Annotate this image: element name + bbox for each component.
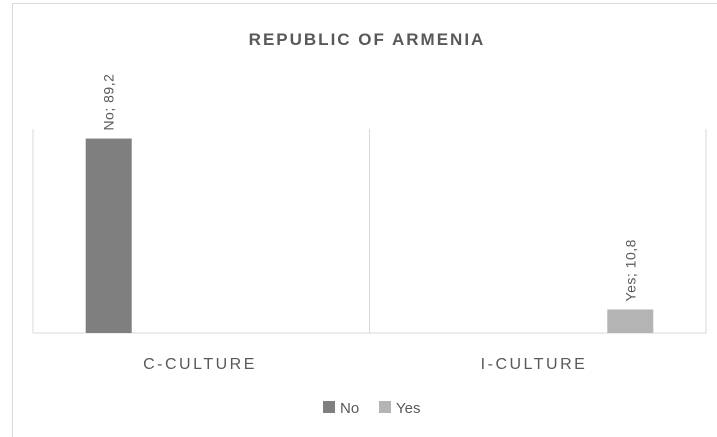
legend: No Yes	[323, 400, 420, 417]
data-label-yes: Yes; 10,8	[622, 239, 638, 301]
bar-yes-i-culture	[607, 309, 654, 333]
data-label-no: No; 89,2	[101, 74, 117, 131]
legend-swatch-no	[323, 401, 335, 413]
bar-no-c-culture	[85, 138, 132, 333]
category-label-i-culture: I-CULTURE	[481, 356, 588, 373]
legend-label-yes: Yes	[396, 400, 420, 417]
legend-label-no: No	[340, 400, 359, 417]
category-label-c-culture: C-CULTURE	[143, 356, 257, 373]
plot-area: No; 89,2 Yes; 10,8	[32, 74, 707, 334]
legend-swatch-yes	[379, 401, 391, 413]
chart-title: REPUBLIC OF ARMENIA	[249, 30, 486, 49]
chart-frame	[12, 3, 717, 437]
